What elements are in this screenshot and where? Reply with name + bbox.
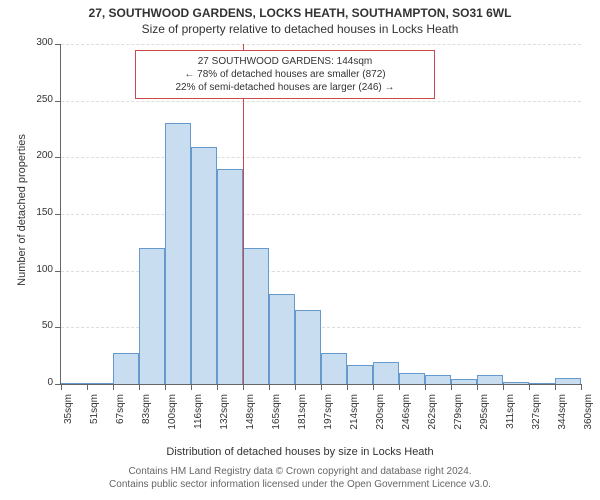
x-tick [399, 384, 400, 390]
footer-attribution: Contains HM Land Registry data © Crown c… [0, 466, 600, 491]
y-tick [55, 157, 61, 158]
y-tick-label: 250 [21, 94, 53, 105]
x-tick [321, 384, 322, 390]
y-tick-label: 0 [21, 377, 53, 388]
x-axis-label: Distribution of detached houses by size … [0, 446, 600, 458]
x-tick [295, 384, 296, 390]
footer-line-1: Contains HM Land Registry data © Crown c… [128, 466, 471, 477]
annotation-box: 27 SOUTHWOOD GARDENS: 144sqm ← 78% of de… [135, 50, 435, 99]
grid-line [61, 157, 581, 158]
x-tick-label: 295sqm [479, 394, 490, 444]
x-tick [113, 384, 114, 390]
x-tick-label: 148sqm [245, 394, 256, 444]
x-tick-label: 51sqm [89, 394, 100, 444]
x-tick [581, 384, 582, 390]
page-title: 27, SOUTHWOOD GARDENS, LOCKS HEATH, SOUT… [0, 6, 600, 20]
x-tick-label: 279sqm [453, 394, 464, 444]
x-tick-label: 262sqm [427, 394, 438, 444]
annotation-line-1: 27 SOUTHWOOD GARDENS: 144sqm [140, 55, 430, 68]
x-tick [555, 384, 556, 390]
y-tick [55, 214, 61, 215]
y-tick-label: 200 [21, 150, 53, 161]
x-tick-label: 67sqm [115, 394, 126, 444]
x-tick-label: 327sqm [531, 394, 542, 444]
x-tick [425, 384, 426, 390]
x-tick-label: 165sqm [271, 394, 282, 444]
histogram-bar [503, 382, 529, 384]
x-tick-label: 35sqm [63, 394, 74, 444]
grid-line [61, 214, 581, 215]
x-tick [477, 384, 478, 390]
histogram-bar [113, 353, 139, 384]
histogram-bar [425, 375, 451, 384]
histogram-bar [529, 383, 555, 384]
x-tick [61, 384, 62, 390]
y-tick [55, 327, 61, 328]
x-tick [529, 384, 530, 390]
x-tick [217, 384, 218, 390]
histogram-bar [373, 362, 399, 384]
x-tick [451, 384, 452, 390]
histogram-bar [217, 169, 243, 384]
histogram-bar [451, 379, 477, 384]
y-tick-label: 100 [21, 264, 53, 275]
x-tick [191, 384, 192, 390]
x-tick [243, 384, 244, 390]
x-tick [139, 384, 140, 390]
x-tick [503, 384, 504, 390]
histogram-bar [139, 248, 165, 384]
x-tick-label: 246sqm [401, 394, 412, 444]
x-tick [87, 384, 88, 390]
x-tick-label: 360sqm [583, 394, 594, 444]
histogram-bar [555, 378, 581, 384]
x-tick [347, 384, 348, 390]
histogram-bar [321, 353, 347, 384]
histogram-bar [87, 383, 113, 384]
x-tick-label: 214sqm [349, 394, 360, 444]
y-tick [55, 44, 61, 45]
histogram-bar [477, 375, 503, 384]
histogram-bar [61, 383, 87, 384]
x-tick-label: 100sqm [167, 394, 178, 444]
x-tick-label: 116sqm [193, 394, 204, 444]
x-tick [165, 384, 166, 390]
footer-line-2: Contains public sector information licen… [109, 479, 491, 490]
x-tick [373, 384, 374, 390]
x-tick-label: 197sqm [323, 394, 334, 444]
annotation-line-3: 22% of semi-detached houses are larger (… [140, 81, 430, 94]
grid-line [61, 101, 581, 102]
y-tick-label: 150 [21, 207, 53, 218]
histogram-bar [165, 123, 191, 384]
x-tick-label: 230sqm [375, 394, 386, 444]
histogram-bar [399, 373, 425, 384]
x-tick [269, 384, 270, 390]
x-tick-label: 83sqm [141, 394, 152, 444]
annotation-line-2: ← 78% of detached houses are smaller (87… [140, 68, 430, 81]
histogram-bar [269, 294, 295, 384]
histogram-bar [243, 248, 269, 384]
histogram-bar [295, 310, 321, 384]
histogram-plot: 05010015020025030035sqm51sqm67sqm83sqm10… [60, 44, 581, 385]
histogram-bar [191, 147, 217, 384]
x-tick-label: 181sqm [297, 394, 308, 444]
x-tick-label: 344sqm [557, 394, 568, 444]
page-subtitle: Size of property relative to detached ho… [0, 22, 600, 36]
y-tick [55, 271, 61, 272]
y-tick [55, 101, 61, 102]
y-tick-label: 300 [21, 37, 53, 48]
x-tick-label: 311sqm [505, 394, 516, 444]
histogram-bar [347, 365, 373, 384]
grid-line [61, 44, 581, 45]
y-tick-label: 50 [21, 320, 53, 331]
x-tick-label: 132sqm [219, 394, 230, 444]
